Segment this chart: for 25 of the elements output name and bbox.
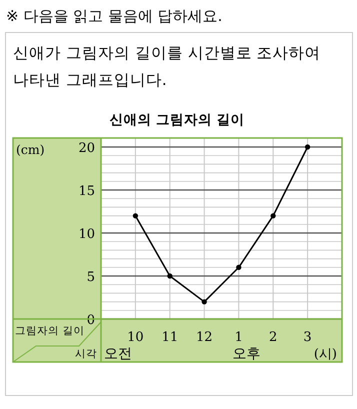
point xyxy=(270,213,276,218)
text: (시) xyxy=(314,347,337,362)
y-tick-label: 5 xyxy=(86,270,95,285)
text: ※ 다음을 읽고 물음에 답하세요. xyxy=(6,7,222,25)
point xyxy=(132,213,138,218)
point xyxy=(304,144,310,150)
x-tick-label: 11 xyxy=(162,330,178,345)
point xyxy=(167,273,172,279)
x-tick-label: 1 xyxy=(234,330,243,345)
x-tick-label: 3 xyxy=(303,330,312,345)
y-tick-label: 10 xyxy=(78,227,95,242)
x-tick-label: 2 xyxy=(269,330,278,345)
x-tick-label: 10 xyxy=(127,330,144,345)
text: (cm) xyxy=(16,142,45,157)
x-axis-title: 시각 xyxy=(75,348,97,360)
y-tick-label: 15 xyxy=(78,184,95,199)
text: 오후 xyxy=(232,346,261,362)
chart-subtitle: 신애가 그림자의 길이를 시간별로 조사하여 나타낸 그래프입니다. xyxy=(13,44,321,89)
y-axis-title: 그림자의 길이 xyxy=(15,325,84,337)
chart-title: 신애의 그림자의 길이 xyxy=(109,112,245,128)
point xyxy=(202,299,207,304)
x-tick-label: 12 xyxy=(196,330,213,345)
text: 오전 xyxy=(104,346,132,362)
point xyxy=(236,264,242,270)
y-tick-label: 20 xyxy=(78,141,95,156)
